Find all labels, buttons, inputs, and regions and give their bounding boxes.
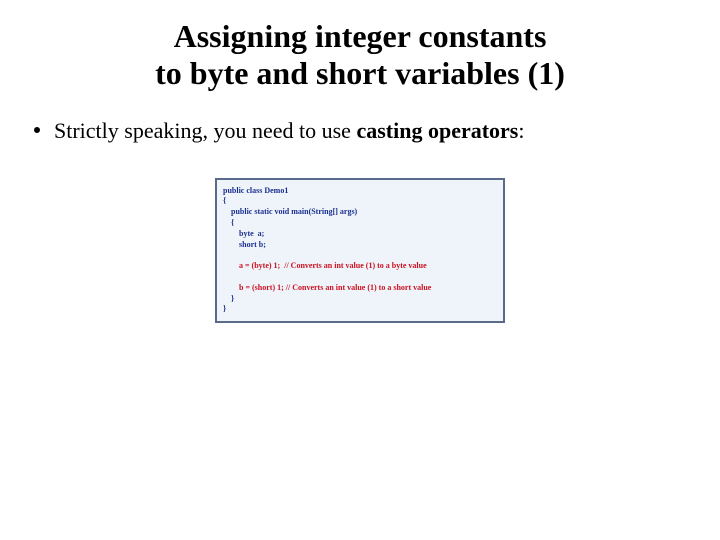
code-container: public class Demo1{ public static void m… (0, 178, 720, 324)
code-line: } (223, 294, 493, 305)
code-line: byte a; (223, 229, 493, 240)
code-line: b = (short) 1; // Converts an int value … (223, 283, 493, 294)
code-line (223, 272, 493, 283)
bullet-prefix: Strictly speaking, you need to use (54, 118, 356, 143)
code-line: public class Demo1 (223, 186, 493, 197)
slide-title: Assigning integer constants to byte and … (0, 0, 720, 92)
code-line: { (223, 196, 493, 207)
code-line: } (223, 304, 493, 315)
code-line: { (223, 218, 493, 229)
bullet-bold: casting operators (356, 118, 518, 143)
title-line-1: Assigning integer constants (0, 18, 720, 55)
title-line-2: to byte and short variables (1) (0, 55, 720, 92)
bullet-item: Strictly speaking, you need to use casti… (0, 118, 720, 144)
code-line: short b; (223, 240, 493, 251)
bullet-text: Strictly speaking, you need to use casti… (54, 118, 525, 144)
code-line: a = (byte) 1; // Converts an int value (… (223, 261, 493, 272)
code-line: public static void main(String[] args) (223, 207, 493, 218)
code-frame: public class Demo1{ public static void m… (215, 178, 505, 324)
bullet-suffix: : (518, 118, 524, 143)
bullet-dot-icon (34, 127, 40, 133)
code-line (223, 250, 493, 261)
